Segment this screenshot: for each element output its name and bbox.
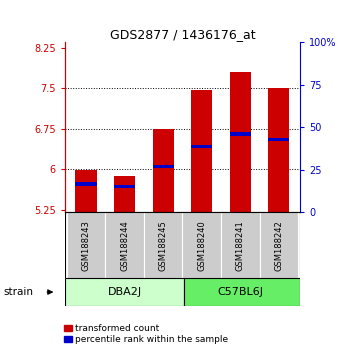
Bar <box>268 138 290 142</box>
Legend: transformed count, percentile rank within the sample: transformed count, percentile rank withi… <box>62 322 230 346</box>
Bar <box>152 129 174 212</box>
Bar <box>75 170 97 212</box>
Text: strain: strain <box>3 287 33 297</box>
Bar <box>67 212 105 278</box>
Text: GSM188244: GSM188244 <box>120 220 129 270</box>
Bar <box>230 72 251 212</box>
Bar <box>65 278 184 306</box>
Text: GSM188243: GSM188243 <box>81 220 90 270</box>
Text: DBA2J: DBA2J <box>107 287 142 297</box>
Bar <box>221 212 260 278</box>
Text: GSM188245: GSM188245 <box>159 220 168 270</box>
Bar <box>114 185 135 188</box>
Bar <box>114 176 135 212</box>
Bar <box>260 212 298 278</box>
Title: GDS2877 / 1436176_at: GDS2877 / 1436176_at <box>109 28 255 41</box>
Text: GSM188241: GSM188241 <box>236 220 245 270</box>
Text: GSM188242: GSM188242 <box>275 220 283 270</box>
Bar <box>105 212 144 278</box>
Bar <box>144 212 182 278</box>
Bar <box>230 132 251 136</box>
Bar <box>268 88 290 212</box>
Bar <box>191 90 212 212</box>
Bar <box>152 165 174 169</box>
Text: C57BL6J: C57BL6J <box>217 287 263 297</box>
Text: GSM188240: GSM188240 <box>197 220 206 270</box>
Bar <box>182 212 221 278</box>
Bar <box>191 145 212 148</box>
Bar <box>75 182 97 186</box>
Bar <box>184 278 300 306</box>
